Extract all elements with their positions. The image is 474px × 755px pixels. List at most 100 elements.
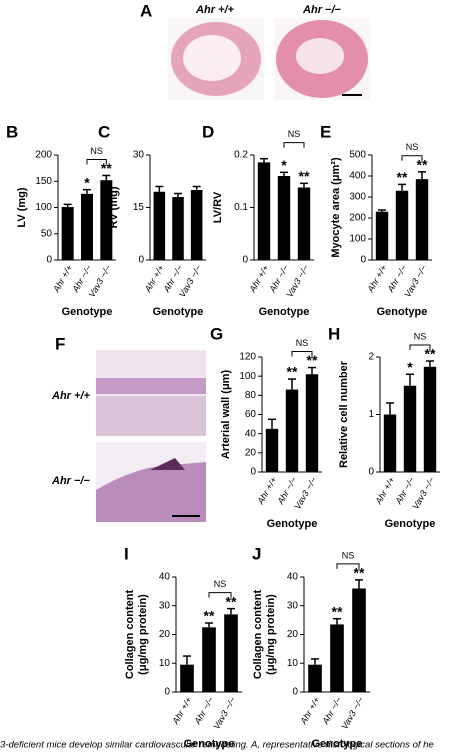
bar (305, 374, 319, 472)
y-axis-label: LV/RV (212, 191, 224, 223)
bar (277, 176, 291, 260)
bracket (291, 351, 313, 357)
y-tick-label: 0 (46, 255, 52, 266)
y-tick-label: 0 (250, 467, 256, 478)
bar (297, 187, 311, 260)
bar (383, 414, 397, 472)
y-tick-label: 30 (133, 150, 145, 161)
significance-label: ** (204, 608, 215, 624)
bracket (409, 344, 431, 351)
significance-label: ** (332, 603, 343, 619)
y-tick-label: 10 (159, 658, 171, 669)
histology-image (168, 18, 370, 100)
significance-label: ** (397, 169, 408, 185)
bar (202, 627, 216, 692)
bracket-label: NS (414, 331, 427, 341)
bar (81, 193, 93, 260)
bar (224, 614, 238, 692)
image-label: Ahr +/+ (51, 390, 90, 402)
y-tick-label: 100 (239, 371, 256, 382)
image-label: Ahr +/+ (195, 4, 234, 16)
y-tick-label: 20 (159, 629, 171, 640)
y-tick-label: 300 (349, 192, 366, 203)
significance-label: ** (101, 160, 112, 176)
y-tick-label: 0 (164, 687, 170, 698)
y-tick-label: 20 (287, 629, 299, 640)
x-axis-label: Genotype (377, 306, 428, 318)
x-axis-label: Genotype (385, 518, 436, 530)
y-tick-label: 30 (287, 600, 299, 611)
y-tick-label: 200 (35, 150, 52, 161)
bracket-label: NS (90, 146, 103, 156)
x-axis-label: Genotype (267, 518, 318, 530)
significance-label: * (84, 174, 90, 190)
panel-letter: E (320, 122, 331, 141)
significance-label: ** (226, 593, 237, 609)
panel-letter: J (252, 544, 261, 563)
bracket (86, 158, 107, 165)
x-tick-label: Ahr +/+ (170, 695, 194, 726)
y-tick-label: 40 (159, 572, 171, 583)
y-tick-label: 10 (287, 658, 299, 669)
y-tick-label: 60 (245, 409, 257, 420)
panel-letter: A (140, 1, 152, 20)
y-tick-label: 2 (368, 352, 374, 363)
bracket (208, 592, 232, 598)
y-tick-label: 0.2 (234, 150, 248, 161)
bar (285, 389, 299, 472)
y-axis-label: Arterial wall (μm) (220, 370, 232, 460)
y-tick-label: 40 (245, 428, 257, 439)
y-axis-label: Collagen content (124, 590, 136, 680)
bar (415, 179, 429, 260)
y-tick-label: 100 (35, 202, 52, 213)
y-axis-label: RV (mg) (108, 186, 120, 228)
bar (403, 385, 417, 472)
bracket (336, 563, 360, 569)
panel-letter: B (6, 122, 18, 141)
panel-letter: C (98, 122, 110, 141)
histology-image (96, 350, 206, 522)
x-tick-label: Ahr +/+ (247, 263, 271, 294)
y-tick-label: 0 (292, 687, 298, 698)
y-axis-label: Myocyte area (μm²) (330, 157, 342, 258)
image-label: Ahr −/− (51, 475, 90, 487)
y-tick-label: 400 (349, 171, 366, 182)
y-tick-label: 30 (159, 600, 171, 611)
bracket (283, 142, 305, 148)
bar (190, 190, 203, 260)
x-tick-label: Ahr +/+ (298, 695, 322, 726)
y-tick-label: 100 (349, 234, 366, 245)
panel-letter: I (124, 544, 129, 563)
panel-letter: H (328, 324, 340, 343)
bar (61, 206, 74, 260)
bar (153, 191, 166, 260)
panel-letter: D (202, 122, 214, 141)
bar (257, 162, 271, 260)
y-axis-label: Relative cell number (338, 360, 350, 468)
y-tick-label: 500 (349, 150, 366, 161)
bar (180, 664, 194, 692)
bar (308, 664, 322, 692)
bar (352, 588, 366, 692)
y-tick-label: 40 (287, 572, 299, 583)
y-tick-label: 80 (245, 390, 257, 401)
panel-letter: F (55, 334, 65, 353)
significance-label: ** (307, 352, 318, 368)
bar (265, 428, 279, 472)
bar (423, 366, 437, 472)
y-tick-label: 20 (245, 447, 257, 458)
y-tick-label: 0 (360, 255, 366, 266)
bracket-label: NS (296, 338, 309, 348)
bracket (401, 155, 423, 161)
y-tick-label: 0 (242, 255, 248, 266)
significance-label: ** (354, 565, 365, 581)
bar (395, 190, 409, 260)
bar (375, 211, 389, 260)
y-tick-label: 0 (138, 255, 144, 266)
y-tick-label: 120 (239, 352, 256, 363)
y-tick-label: 150 (35, 176, 52, 187)
y-tick-label: 15 (133, 202, 145, 213)
y-axis-label: (μg/mg protein) (265, 594, 277, 675)
